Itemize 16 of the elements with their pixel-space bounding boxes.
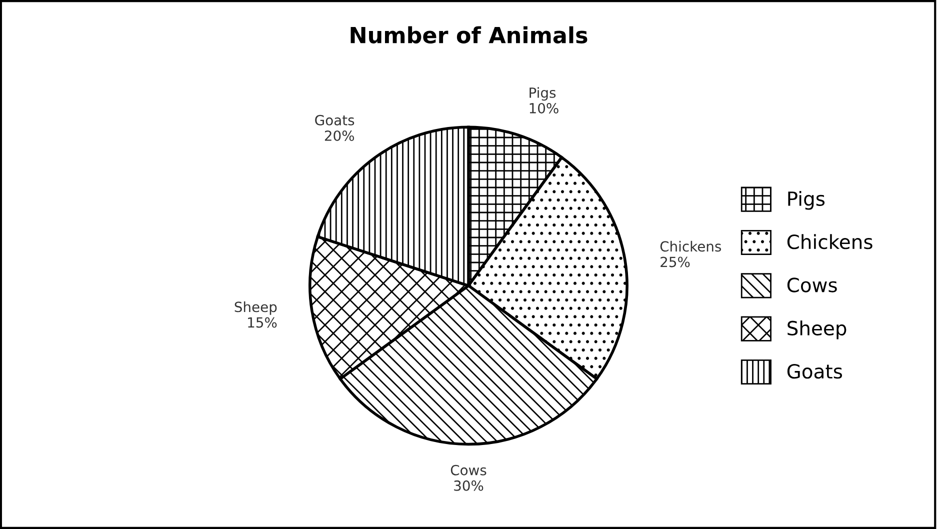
legend-label: Cows (787, 278, 837, 292)
legend-label: Chickens (787, 234, 872, 250)
legend-label: Pigs (788, 190, 825, 210)
slice-label: Pigs (530, 87, 556, 101)
data-label: 25% (660, 256, 690, 268)
slice-label: Chickens (660, 240, 722, 252)
data-label: 20% (324, 130, 354, 141)
data-label: 30% (454, 480, 484, 491)
slice-label: Sheep (234, 301, 277, 315)
legend-label: Goats (787, 364, 842, 379)
slice-label: Goats (315, 114, 354, 126)
chart-title: Number of Animals (350, 26, 588, 44)
data-label: 10% (530, 102, 558, 114)
legend-label: Sheep (788, 320, 846, 340)
slice-label: Cows (450, 464, 486, 476)
data-label: 15% (248, 317, 277, 328)
